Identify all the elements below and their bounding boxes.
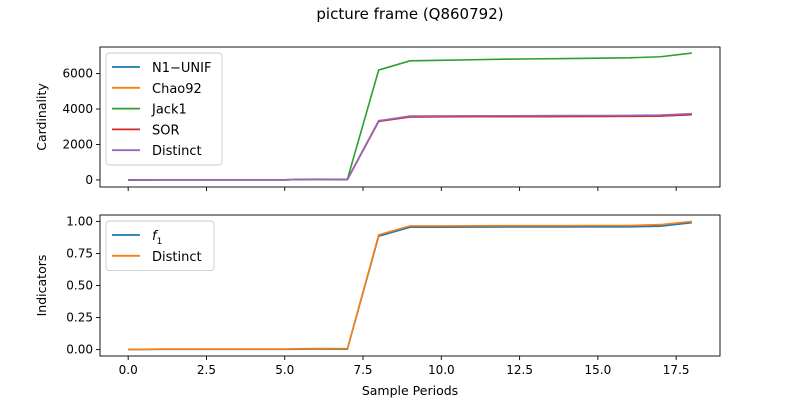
legend-0: N1−UNIF Chao92 Jack1 SOR Distinct — [105, 52, 223, 166]
legend-label-0-2: Jack1 — [151, 103, 187, 118]
y-tick-label-0-0: 0 — [85, 173, 93, 187]
cardinality-subplot: 0 2000 4000 6000 Cardinality N1−UNIF Chao92 Jac… — [34, 46, 721, 191]
series-line-0-4 — [128, 112, 692, 181]
legend-label-0-3: SOR — [152, 123, 180, 138]
y-tick-label-0-2: 4000 — [62, 102, 93, 116]
legend-label-0-1: Chao92 — [152, 82, 202, 97]
y-axis-label-1: Indicators — [34, 255, 49, 317]
x-tick-label-2: 5.0 — [275, 363, 294, 377]
legend-label-0-0: N1−UNIF — [152, 61, 211, 76]
y-tick-label-1-1: 0.25 — [66, 311, 93, 325]
indicators-subplot: 0.00 0.25 0.50 0.75 1.00 0.0 2.5 5.0 7.5 10.0 12.5… — [34, 214, 721, 398]
y-tick-label-0-3: 6000 — [62, 67, 93, 81]
x-axis-label: Sample Periods — [362, 383, 458, 398]
y-axis-label-0: Cardinality — [34, 83, 49, 151]
x-tick-label-7: 17.5 — [663, 363, 690, 377]
series-line-1-1 — [128, 220, 692, 351]
legend-box-0 — [105, 52, 223, 166]
legend-label-1-0: f1 — [152, 229, 162, 247]
x-tick-label-0: 0.0 — [119, 363, 138, 377]
y-tick-label-1-0: 0.00 — [66, 343, 93, 357]
y-tick-label-0-1: 2000 — [62, 137, 93, 151]
axes-frame-0 — [99, 46, 721, 188]
x-tick-label-6: 15.0 — [585, 363, 612, 377]
y-tick-label-1-4: 1.00 — [66, 214, 93, 228]
x-tick-label-1: 2.5 — [197, 363, 216, 377]
x-tick-label-5: 12.5 — [506, 363, 533, 377]
x-tick-label-3: 7.5 — [353, 363, 372, 377]
x-tick-label-4: 10.0 — [428, 363, 455, 377]
legend-1: f1 Distinct — [105, 220, 215, 272]
legend-label-1-1: Distinct — [152, 250, 202, 265]
figure-title: picture frame (Q860792) — [316, 5, 503, 23]
legend-label-0-4: Distinct — [152, 144, 202, 159]
y-tick-label-1-2: 0.50 — [66, 279, 93, 293]
y-tick-label-1-3: 0.75 — [66, 246, 93, 260]
legend-box-1 — [105, 220, 215, 272]
